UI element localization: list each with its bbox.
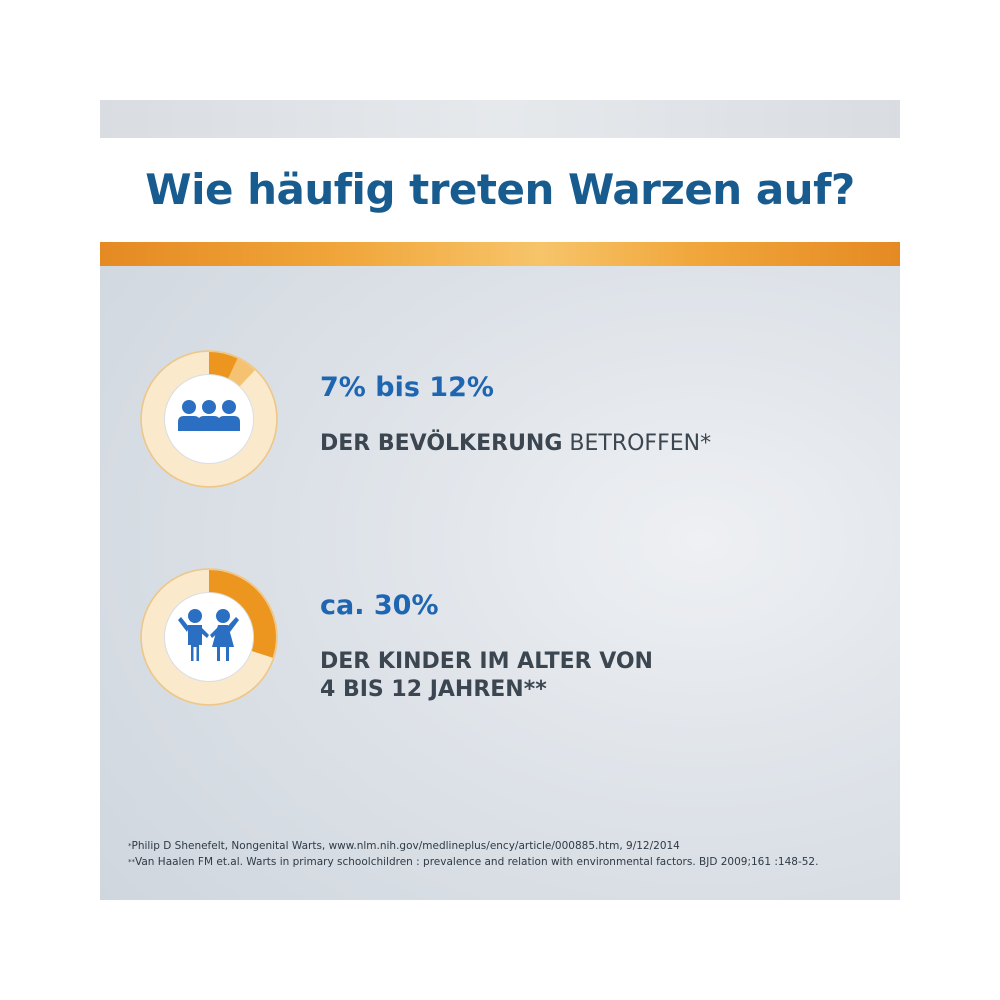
donut-outline — [140, 350, 278, 488]
donut-segment — [142, 570, 276, 704]
donut-center — [165, 593, 253, 681]
stat-children: ca. 30% DER KINDER IM ALTER VON 4 BIS 12… — [140, 568, 860, 718]
donut-segment-low — [142, 352, 276, 486]
footnote-1: *Philip D Shenefelt, Nongenital Warts, w… — [128, 838, 888, 854]
footnote-text: Van Haalen FM et.al. Warts in primary sc… — [135, 856, 819, 868]
title-band: Wie häufig treten Warzen auf? — [100, 138, 900, 242]
page-title: Wie häufig treten Warzen auf? — [145, 165, 855, 214]
stat-value: ca. 30% — [320, 590, 439, 621]
footnote-mark: ** — [128, 858, 135, 866]
two-children-icon — [178, 609, 239, 661]
stat-description-line-2: 4 BIS 12 JAHREN** — [320, 677, 547, 702]
children-donut — [140, 568, 278, 706]
infographic-card: Wie häufig treten Warzen auf? 7% bis 12%… — [100, 100, 900, 900]
top-strip — [100, 100, 900, 138]
footnote-text: Philip D Shenefelt, Nongenital Warts, ww… — [131, 840, 680, 852]
footnote-2: **Van Haalen FM et.al. Warts in primary … — [128, 854, 888, 870]
stat-description-regular: BETROFFEN* — [562, 431, 712, 456]
stat-description-line-1: DER KINDER IM ALTER VON — [320, 649, 653, 674]
orange-accent-bar — [100, 242, 900, 266]
group-of-people-icon — [178, 400, 240, 431]
stat-description: DER BEVÖLKERUNG BETROFFEN* — [320, 430, 711, 458]
stat-description-bold: DER BEVÖLKERUNG — [320, 431, 563, 456]
stat-description: DER KINDER IM ALTER VON 4 BIS 12 JAHREN*… — [320, 648, 653, 704]
footnotes: *Philip D Shenefelt, Nongenital Warts, w… — [128, 838, 888, 870]
stat-population: 7% bis 12% DER BEVÖLKERUNG BETROFFEN* — [140, 350, 860, 500]
donut-outline — [140, 568, 278, 706]
stat-value: 7% bis 12% — [320, 372, 494, 403]
footnote-mark: * — [128, 842, 132, 850]
